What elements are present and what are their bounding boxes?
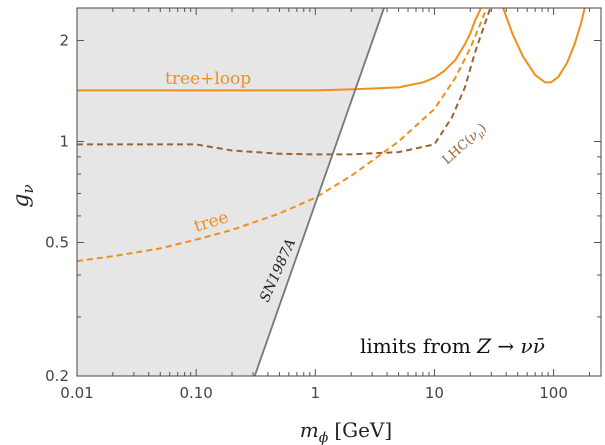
x-tick-label: 0.01 <box>60 384 93 402</box>
y-tick-label: 0.5 <box>45 233 69 251</box>
tree-loop-label: tree+loop <box>165 69 251 89</box>
y-axis-title: gν <box>9 184 37 207</box>
series-line-4 <box>253 8 385 376</box>
series-line-2 <box>77 8 488 263</box>
series-line-0 <box>77 8 482 92</box>
tick-layer: 0.01 0.10 1 10 100 0.2 0.5 1 2 <box>45 8 601 402</box>
x-tick-label: 10 <box>425 384 444 402</box>
x-tick-label: 1 <box>311 384 321 402</box>
series-line-3 <box>77 8 492 156</box>
series-line-1 <box>502 8 586 84</box>
limits-label: limits from Z → νν̄ <box>360 334 545 358</box>
y-tick-label: 1 <box>59 133 69 151</box>
x-axis-title: mϕ [GeV] <box>300 418 392 445</box>
x-tick-label: 0.10 <box>179 384 212 402</box>
y-tick-label: 2 <box>59 32 69 50</box>
y-tick-label: 0.2 <box>45 367 69 385</box>
plot-frame <box>76 7 602 377</box>
lhc-label: LHC(νμ) <box>440 121 491 170</box>
x-tick-label: 100 <box>539 384 568 402</box>
excluded-region-shading <box>77 8 384 376</box>
series-layer <box>77 8 586 376</box>
